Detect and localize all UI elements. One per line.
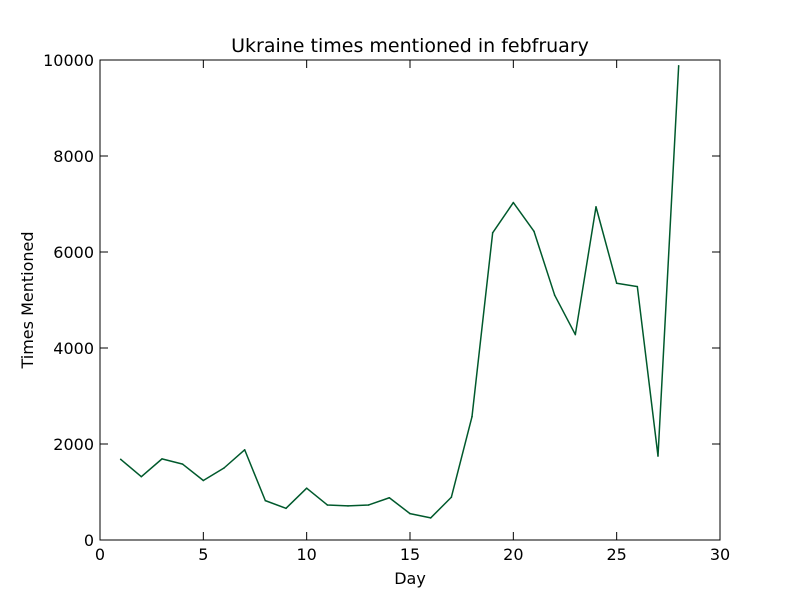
y-tick-label: 2000: [53, 435, 94, 454]
x-tick-label: 30: [710, 545, 730, 564]
y-tick-label: 4000: [53, 339, 94, 358]
data-point: [388, 496, 391, 499]
data-point: [677, 64, 680, 67]
data-point: [367, 504, 370, 506]
data-point: [636, 285, 639, 288]
chart-title: Ukraine times mentioned in febfruary: [231, 35, 589, 57]
x-tick-label: 25: [606, 545, 626, 564]
data-point: [409, 512, 411, 515]
data-point: [657, 455, 659, 457]
data-point: [347, 505, 349, 507]
data-point: [264, 499, 267, 502]
data-point: [161, 458, 163, 460]
data-point: [615, 282, 618, 285]
data-point: [533, 230, 535, 233]
x-tick-label: 0: [95, 545, 105, 564]
data-point: [326, 504, 329, 506]
y-axis-ticks: 0 2000 4000 6000 8000 10000: [43, 51, 720, 550]
data-point: [595, 206, 597, 208]
data-point: [140, 475, 143, 478]
data-point: [471, 415, 473, 418]
x-axis-ticks: 0 5 10 15 20 25 30: [95, 60, 730, 564]
y-tick-label: 8000: [53, 147, 94, 166]
data-point: [512, 201, 515, 204]
data-point: [202, 479, 205, 482]
data-point: [305, 487, 308, 489]
series-layer: [119, 64, 680, 519]
x-tick-label: 10: [296, 545, 316, 564]
data-point: [491, 232, 494, 234]
y-tick-label: 6000: [53, 243, 94, 262]
data-point: [429, 517, 432, 519]
plot-frame: [99, 59, 721, 541]
data-point: [574, 333, 577, 336]
y-tick-label: 10000: [43, 51, 94, 70]
data-point: [223, 467, 225, 469]
data-point: [285, 507, 287, 510]
x-axis-title: Day: [394, 569, 426, 588]
x-tick-label: 20: [503, 545, 523, 564]
data-point: [243, 448, 246, 451]
x-tick-label: 5: [198, 545, 208, 564]
data-point: [450, 496, 453, 499]
series-line-0: [120, 65, 680, 519]
data-point: [553, 294, 556, 297]
x-tick-label: 15: [400, 545, 420, 564]
y-tick-label: 0: [84, 531, 94, 550]
y-axis-title: Times Mentioned: [18, 231, 37, 369]
data-point: [119, 458, 122, 461]
data-point: [181, 463, 184, 465]
